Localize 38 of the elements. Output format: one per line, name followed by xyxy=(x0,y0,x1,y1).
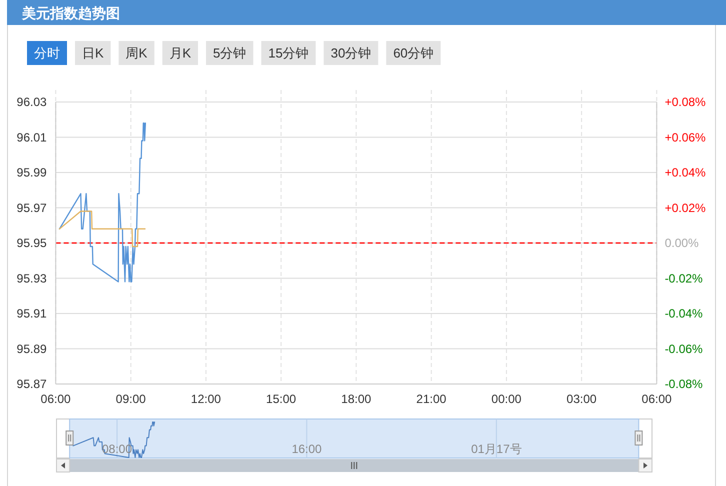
y2-tick-label: -0.02% xyxy=(664,271,704,286)
y2-tick-label: -0.06% xyxy=(664,342,704,356)
y-tick-label: 95.89 xyxy=(16,342,48,356)
y2-tick-label: -0.08% xyxy=(664,377,704,391)
tab: 日K xyxy=(75,41,111,65)
tab: 5分钟 xyxy=(206,41,254,65)
x-tick-label: 12:00 xyxy=(190,392,222,406)
x-tick-label: 03:00 xyxy=(566,392,597,406)
y2-tick-label: +0.02% xyxy=(664,200,706,215)
x-tick-label: 06:00 xyxy=(642,392,672,406)
y2-tick-label: +0.08% xyxy=(664,95,706,109)
y2-tick-label: -0.04% xyxy=(664,306,704,320)
x-tick-label: 06:00 xyxy=(40,392,72,406)
y2-tick-label: 0.00% xyxy=(664,236,700,250)
tab: 周K xyxy=(118,41,154,65)
x-tick-label: 15:00 xyxy=(266,392,296,406)
y-tick-label: 96.01 xyxy=(16,130,48,144)
y-tick-label: 95.97 xyxy=(16,200,48,215)
tab: 30分钟 xyxy=(324,41,378,65)
x-tick-label: 16:00 xyxy=(292,442,322,456)
y-tick-label: 95.93 xyxy=(16,271,48,286)
x-tick-label: 21:00 xyxy=(416,392,447,406)
x-tick-label: 09:00 xyxy=(116,392,146,406)
y-tick-label: 95.95 xyxy=(16,236,48,250)
tab: 月K xyxy=(162,41,198,65)
tab: 15分钟 xyxy=(261,41,316,65)
x-tick-label: 00:00 xyxy=(491,392,522,406)
x-tick-label: 18:00 xyxy=(341,392,372,406)
y-tick-label: 95.91 xyxy=(16,306,48,320)
tab: 分时 xyxy=(27,41,67,65)
y-tick-label: 95.99 xyxy=(16,166,48,180)
y2-tick-label: +0.06% xyxy=(664,130,706,144)
y-tick-label: 96.03 xyxy=(16,95,48,109)
x-tick-label: 01月17号 xyxy=(471,442,522,456)
chart-title: 美元指数趋势图 xyxy=(21,5,120,21)
y2-tick-label: +0.04% xyxy=(664,166,706,180)
tab: 60分钟 xyxy=(386,41,441,65)
y-tick-label: 95.87 xyxy=(16,377,48,391)
